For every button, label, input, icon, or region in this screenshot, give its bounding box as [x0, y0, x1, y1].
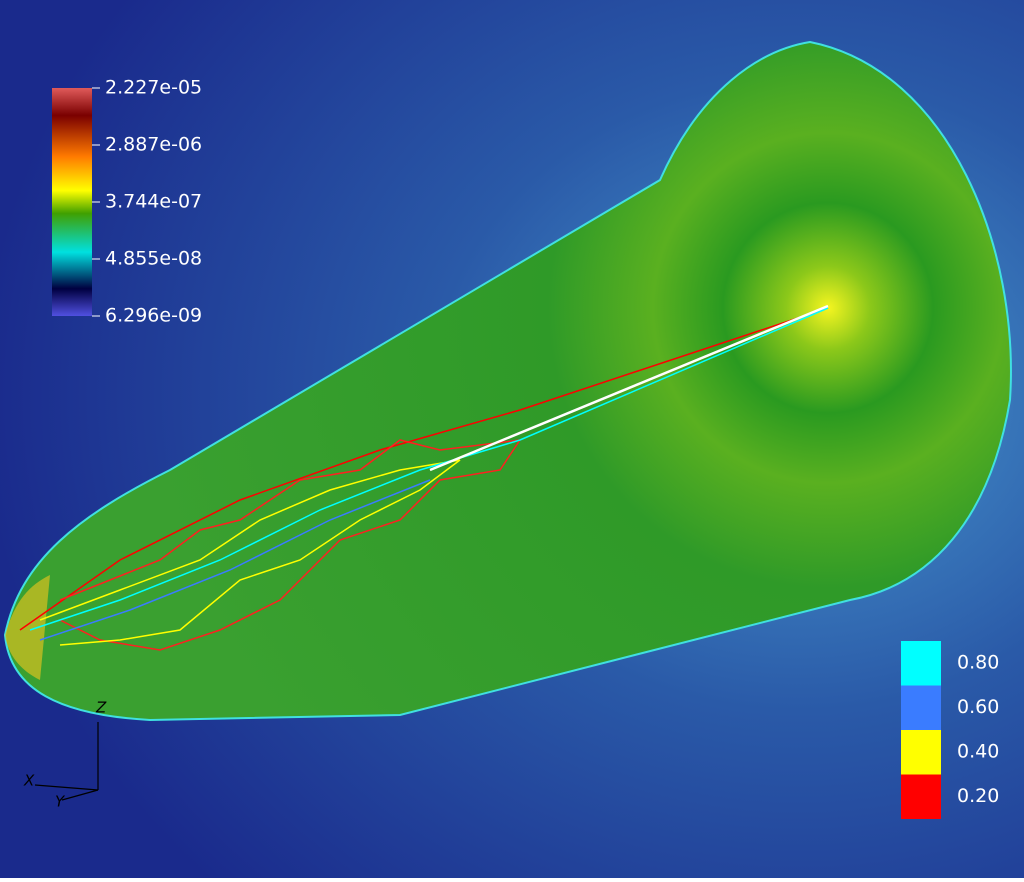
- z-label: Z: [95, 699, 107, 717]
- legend-label: 0.80: [957, 652, 999, 674]
- contour-yellow: [39, 459, 461, 646]
- y-label: Y: [55, 793, 66, 811]
- contour-cyan: [29, 307, 829, 631]
- colorbar-label: 2.887e-06: [105, 134, 202, 156]
- colorbar: [52, 88, 92, 316]
- contour-blue: [39, 479, 431, 641]
- legend-swatch: [901, 685, 941, 730]
- colorbar-label: 3.744e-07: [105, 191, 202, 213]
- axes-glyph: [34, 722, 99, 801]
- legend-label: 0.20: [957, 785, 999, 807]
- legend-swatch: [901, 730, 941, 775]
- colorbar-label: 2.227e-05: [105, 77, 202, 99]
- legend-label: 0.60: [957, 696, 999, 718]
- jet: [429, 304, 829, 472]
- bow-shock: [5, 575, 50, 680]
- legend-swatch: [901, 641, 941, 686]
- colorbar-label: 6.296e-09: [105, 305, 202, 327]
- legend-swatch: [901, 774, 941, 819]
- legend-label: 0.40: [957, 741, 999, 763]
- colorbar-label: 4.855e-08: [105, 248, 202, 270]
- contour-red: [19, 307, 829, 631]
- contours: [19, 304, 829, 651]
- x-label: X: [23, 772, 35, 790]
- contour-legend: 0.80 0.60 0.40 0.20: [901, 641, 999, 819]
- y-axis: [61, 789, 99, 801]
- plume: [3, 40, 1012, 722]
- x-axis: [34, 784, 99, 791]
- colorbar-labels: 2.227e-05 2.887e-06 3.744e-07 4.855e-08 6.29…: [92, 77, 202, 327]
